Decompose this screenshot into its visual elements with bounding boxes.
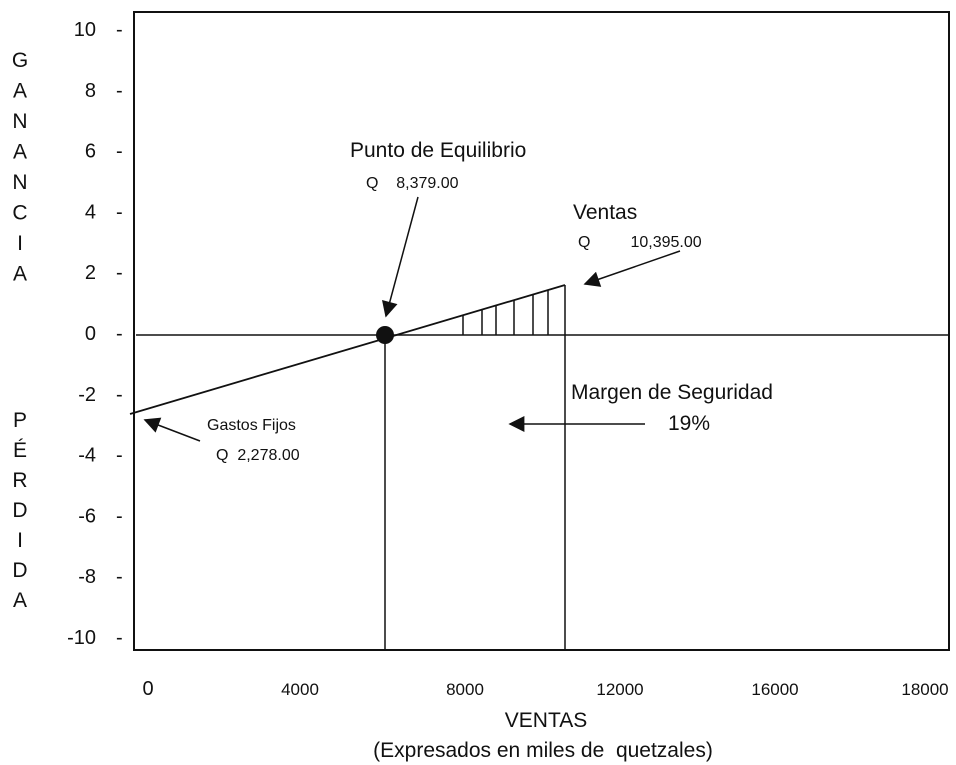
ganancia-letter: N — [12, 171, 27, 194]
x-tick-label: 16000 — [751, 680, 798, 699]
y-tick-label: 6 — [85, 141, 96, 163]
gastos-value: Q 2,278.00 — [216, 447, 300, 464]
y-tick-mark: - — [116, 627, 123, 649]
y-tick-mark: - — [116, 19, 123, 41]
ganancia-letter: A — [13, 141, 27, 164]
y-tick-mark: - — [116, 445, 123, 467]
break-even-point — [376, 326, 394, 344]
y-tick-label: -6 — [78, 505, 96, 527]
x-tick-label: 18000 — [901, 680, 948, 699]
equilibrio-value: Q 8,379.00 — [366, 175, 459, 192]
y-tick-mark: - — [116, 384, 123, 406]
x-tick-label: 12000 — [596, 680, 643, 699]
margen-value: 19% — [668, 412, 710, 435]
y-tick-label: -2 — [78, 384, 96, 406]
x-axis-ticks: 0 4000 8000 12000 16000 18000 — [142, 678, 948, 700]
perdida-letter: R — [12, 469, 27, 492]
ganancia-letter: G — [12, 49, 28, 72]
ventas-title: Ventas — [573, 201, 637, 224]
x-tick-label: 4000 — [281, 680, 319, 699]
margen-title: Margen de Seguridad — [571, 381, 773, 404]
x-tick-label: 0 — [142, 678, 153, 700]
x-axis-note: (Expresados en miles de quetzales) — [373, 739, 713, 762]
y-tick-label: 8 — [85, 80, 96, 102]
perdida-letter: D — [12, 499, 27, 522]
perdida-letter: A — [13, 589, 27, 612]
y-tick-mark: - — [116, 323, 123, 345]
equilibrio-title: Punto de Equilibrio — [350, 139, 526, 162]
ganancia-letter: I — [17, 232, 23, 255]
y-tick-mark: - — [116, 566, 123, 588]
y-tick-mark: - — [116, 262, 123, 284]
equilibrio-arrow — [382, 196, 419, 318]
ventas-value: Q 10,395.00 — [578, 234, 702, 251]
safety-margin-hatching — [462, 290, 549, 335]
y-tick-label: 4 — [85, 201, 96, 223]
perdida-letter: É — [13, 439, 27, 462]
y-axis-ticks: 10 -8 -6 -4 -2 -0 --2 --4 --6 --8 --10- — [67, 19, 123, 649]
y-tick-label: -8 — [78, 566, 96, 588]
ganancia-letter: A — [13, 263, 27, 286]
y-tick-mark: - — [116, 141, 123, 163]
plot-frame — [133, 11, 950, 651]
ganancia-letter: C — [12, 202, 27, 225]
ventas-arrow — [583, 250, 681, 287]
y-tick-label: 10 — [74, 19, 96, 41]
y-tick-mark: - — [116, 505, 123, 527]
x-axis-label: VENTAS — [505, 709, 587, 732]
y-tick-mark: - — [116, 80, 123, 102]
gastos-arrow — [143, 417, 201, 442]
y-tick-label: -10 — [67, 627, 96, 649]
y-tick-label: 0 — [85, 323, 96, 345]
profit-line — [129, 284, 566, 415]
y-tick-label: 2 — [85, 262, 96, 284]
perdida-letter: I — [17, 529, 23, 552]
x-tick-label: 8000 — [446, 680, 484, 699]
y-tick-label: -4 — [78, 445, 96, 467]
ganancia-letter: N — [12, 110, 27, 133]
gastos-title: Gastos Fijos — [207, 417, 296, 434]
perdida-letter: D — [12, 559, 27, 582]
ganancia-letter: A — [13, 80, 27, 103]
y-tick-mark: - — [116, 201, 123, 223]
perdida-letter: P — [13, 409, 27, 432]
